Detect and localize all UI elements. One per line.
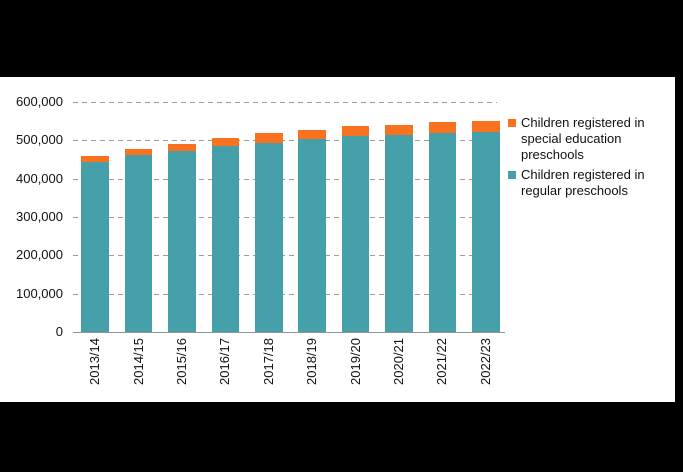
bar-2021/22 [428, 122, 457, 332]
bar-2017/18 [254, 133, 283, 332]
bar-segment-special [168, 143, 196, 151]
x-axis-label: 2015/16 [173, 338, 189, 385]
legend-swatch [508, 171, 516, 179]
x-axis-label: 2014/15 [130, 338, 146, 385]
legend-item: Children registered in regular preschool… [508, 167, 668, 199]
bar-2019/20 [341, 126, 370, 332]
x-axis-label: 2021/22 [434, 338, 450, 385]
legend: Children registered in special education… [508, 115, 668, 203]
bar-segment-regular [211, 145, 240, 332]
chart-panel: 0 100,000 200,000 300,000 400,000 500,000 600,… [0, 77, 675, 402]
bar-segment-special [81, 155, 109, 162]
y-axis-label: 500,000 [16, 132, 63, 148]
bar-segment-regular [428, 132, 457, 332]
y-axis-label: 600,000 [16, 94, 63, 109]
bar-segment-special [471, 121, 500, 133]
gridline [73, 217, 497, 218]
bar-segment-special [385, 125, 413, 135]
bar-segment-special [428, 122, 457, 133]
gridline [73, 293, 497, 295]
x-axis-label: 2017/18 [260, 338, 276, 385]
bar-2014/15 [124, 148, 153, 332]
bar-segment-regular [81, 161, 109, 332]
bar-2016/17 [211, 138, 240, 332]
bar-2020/21 [385, 125, 413, 332]
bar-segment-regular [168, 150, 196, 332]
bar-segment-special [298, 129, 326, 140]
x-axis-label: 2019/20 [347, 338, 363, 385]
gridline [73, 140, 497, 142]
bar-segment-special [124, 148, 153, 155]
y-axis-label: 400,000 [16, 170, 63, 186]
bar-segment-regular [385, 135, 413, 332]
y-axis-label: 100,000 [16, 285, 63, 301]
bar-segment-special [254, 133, 283, 143]
legend-label: Children registered in special education… [521, 115, 645, 162]
x-axis-line [73, 331, 505, 333]
gridline [73, 102, 497, 103]
x-axis-label: 2016/17 [217, 338, 233, 385]
plot-area: 0 100,000 200,000 300,000 400,000 500,000 600,… [0, 77, 675, 402]
gridline [73, 178, 497, 180]
x-axis-label: 2022/23 [477, 338, 493, 385]
bar-segment-regular [341, 136, 370, 332]
y-axis-label: 300,000 [16, 209, 63, 224]
x-axis-label: 2018/19 [304, 338, 320, 385]
bar-segment-regular [298, 139, 326, 332]
bar-segment-regular [124, 154, 153, 332]
bar-segment-special [211, 138, 240, 146]
bar-2015/16 [168, 143, 196, 332]
bar-segment-regular [254, 142, 283, 332]
x-axis-label: 2013/14 [87, 338, 103, 385]
legend-swatch [508, 119, 516, 127]
x-axis-label: 2020/21 [390, 338, 406, 385]
bar-2022/23 [471, 121, 500, 332]
bar-2013/14 [81, 155, 109, 332]
legend-label: Children registered in regular preschool… [521, 167, 645, 198]
bar-2018/19 [298, 129, 326, 332]
y-axis-label: 0 [55, 324, 63, 339]
legend-item: Children registered in special education… [508, 115, 668, 163]
bar-segment-special [341, 126, 370, 137]
y-axis-label: 200,000 [16, 247, 63, 263]
gridline [73, 255, 497, 257]
bar-segment-regular [471, 132, 500, 332]
